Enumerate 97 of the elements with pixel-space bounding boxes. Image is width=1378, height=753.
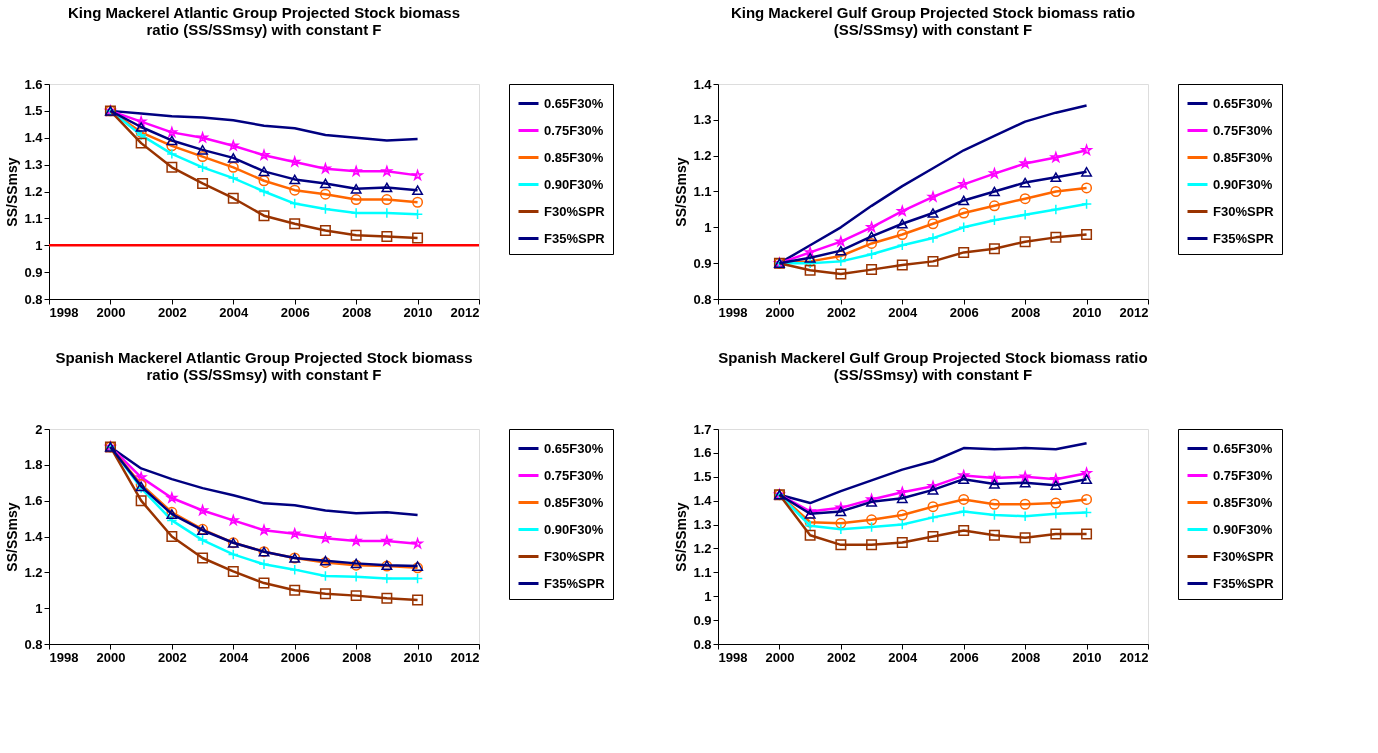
x-tick-label: 2002 [826,649,856,665]
legend-label: F30%SPR [1213,548,1275,564]
y-axis-title: SS/SSmsy [4,502,21,572]
legend-label: F30%SPR [544,548,606,564]
x-tick-label: 2006 [949,304,979,320]
x-tick-label: 2006 [949,649,979,665]
y-tick-label: 1.3 [693,517,712,533]
legend-label: 0.90F30% [544,176,604,192]
x-tick-label: 2004 [219,649,250,665]
chart-title: King Mackerel Atlantic Group Projected Stock biomass ratio (SS/SSmsy) with constant F [67,4,461,38]
legend-label: 0.85F30% [1213,149,1273,165]
x-tick-label: 2008 [342,304,372,320]
legend-label: 0.65F30% [544,95,604,111]
y-tick-label: 1.3 [24,157,43,173]
y-tick-label: 1.4 [24,529,44,544]
x-tick-label: 2012 [450,649,480,665]
legend-label: F35%SPR [1213,575,1275,591]
y-tick-label: 1.6 [24,493,43,509]
x-tick-label: 2002 [826,304,856,320]
legend-label: 0.85F30% [544,149,604,165]
legend-label: F35%SPR [1213,230,1275,246]
legend-label: 0.90F30% [1213,521,1273,537]
y-tick-label: 1.2 [693,148,712,164]
x-tick-label: 2000 [765,304,795,320]
y-tick-label: 1.5 [693,469,712,485]
x-tick-label: 2010 [403,649,433,665]
x-tick-label: 2004 [888,304,919,320]
y-tick-label: 0.9 [693,255,712,271]
y-tick-label: 2 [35,421,43,437]
y-tick-label: 1.4 [693,493,713,509]
y-tick-label: 1.4 [693,76,713,92]
y-tick-label: 1.7 [693,421,712,437]
y-axis-title: SS/SSmsy [673,157,690,227]
x-tick-label: 2010 [1072,304,1102,320]
y-tick-label: 0.9 [693,612,712,628]
x-tick-label: 2012 [450,304,480,320]
x-tick-label: 2012 [1119,304,1149,320]
legend-label: F30%SPR [544,203,606,219]
y-axis-title: SS/SSmsy [673,502,690,572]
legend-label: 0.65F30% [1213,440,1273,456]
y-tick-label: 1 [35,600,43,616]
chart-title: Spanish Mackerel Atlantic Group Projected Stock biomass ratio (SS/SSmsy) with constant F [55,349,473,383]
legend-label: F30%SPR [1213,203,1275,219]
y-tick-label: 0.8 [24,291,43,307]
y-tick-label: 1.3 [693,112,712,128]
x-tick-label: 2002 [157,304,187,320]
x-tick-label: 2008 [342,649,372,665]
x-tick-label: 1998 [718,304,748,320]
y-tick-label: 1.1 [693,564,712,580]
y-tick-label: 0.8 [24,636,43,652]
legend-label: 0.90F30% [544,521,604,537]
x-tick-label: 2000 [96,649,126,665]
x-tick-label: 2012 [1119,649,1149,665]
legend-label: 0.65F30% [1213,95,1273,111]
y-tick-label: 0.9 [24,264,43,280]
y-axis-title: SS/SSmsy [4,157,21,227]
chart-title: Spanish Mackerel Gulf Group Projected Stock biomass ratio (SS/SSmsy) with constant F [718,349,1148,383]
legend-label: 0.75F30% [1213,467,1273,483]
x-tick-label: 2010 [403,304,433,320]
legend-label: 0.75F30% [544,467,604,483]
legend-label: 0.85F30% [544,494,604,510]
y-tick-label: 0.8 [693,636,712,652]
x-tick-label: 2010 [1072,649,1102,665]
y-tick-label: 1.5 [24,103,43,119]
legend-label: 0.90F30% [1213,176,1273,192]
x-tick-label: 2000 [765,649,795,665]
x-tick-label: 2004 [888,649,919,665]
x-tick-label: 2006 [280,649,310,665]
y-tick-label: 1.2 [24,564,43,580]
legend-label: 0.75F30% [1213,122,1273,138]
legend-label: 0.65F30% [544,440,604,456]
x-tick-label: 2002 [157,649,187,665]
y-tick-label: 1.2 [693,540,712,556]
legend-label: 0.75F30% [544,122,604,138]
y-tick-label: 1.4 [24,130,44,146]
chart-title: King Mackerel Gulf Group Projected Stock biomass ratio (SS/SSmsy) with constant F [730,4,1136,38]
y-tick-label: 1.1 [693,184,712,199]
y-tick-label: 1.6 [693,445,712,461]
x-tick-label: 2000 [96,304,126,320]
y-tick-label: 0.8 [693,291,712,307]
x-tick-label: 2008 [1011,649,1041,665]
y-tick-label: 1 [704,219,712,235]
y-tick-label: 1.2 [24,184,43,199]
legend-label: 0.85F30% [1213,494,1273,510]
legend-label: F35%SPR [544,230,606,246]
x-tick-label: 1998 [49,649,79,665]
x-tick-label: 2006 [280,304,310,320]
x-tick-label: 1998 [718,649,748,665]
y-tick-label: 1.1 [24,210,43,226]
y-tick-label: 1 [704,588,712,604]
y-tick-label: 1.8 [24,457,43,473]
y-tick-label: 1.6 [24,76,43,92]
x-tick-label: 2004 [219,304,250,320]
legend-label: F35%SPR [544,575,606,591]
x-tick-label: 2008 [1011,304,1041,320]
x-tick-label: 1998 [49,304,79,320]
y-tick-label: 1 [35,237,43,253]
